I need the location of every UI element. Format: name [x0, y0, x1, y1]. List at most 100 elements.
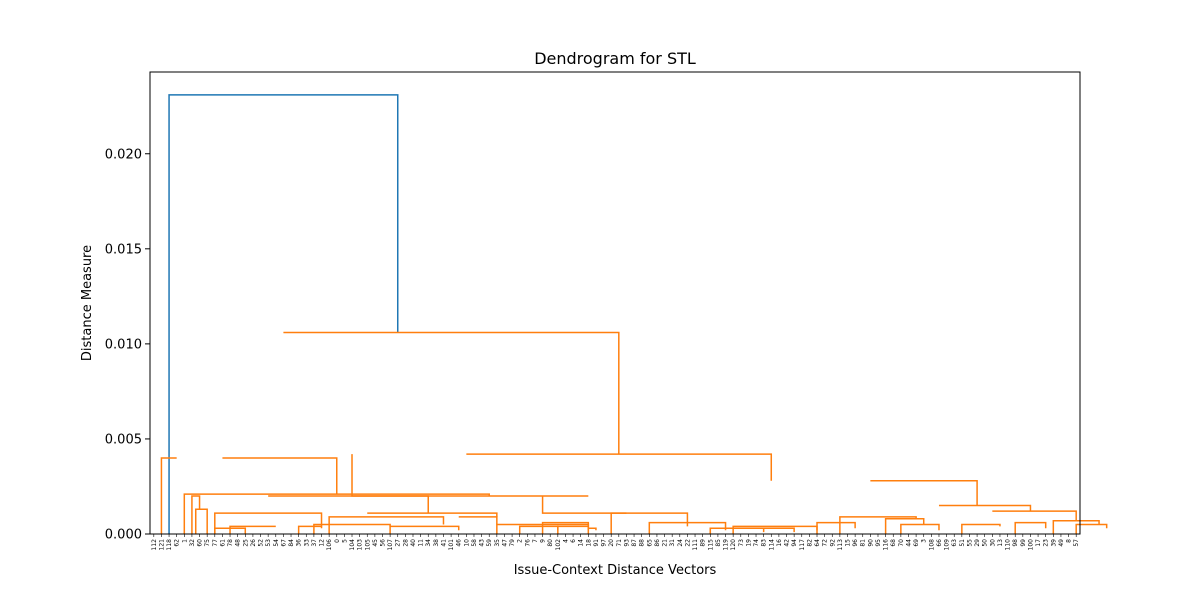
- leaf-label: 5: [341, 539, 348, 543]
- leaf-label: 116: [883, 539, 890, 551]
- leaf-label: 70: [898, 539, 905, 547]
- leaf-label: 76: [524, 539, 531, 547]
- leaf-label: 80: [547, 539, 554, 547]
- y-tick-label: 0.020: [105, 147, 142, 162]
- leaf-label: 0: [334, 539, 341, 543]
- leaf-label: 33: [303, 539, 310, 547]
- leaf-label: 91: [593, 539, 600, 547]
- dendrogram-link: [1052, 519, 1100, 534]
- dendrogram-link: [367, 512, 498, 517]
- dendrogram-link: [1014, 521, 1047, 534]
- dendrogram-link: [183, 493, 490, 534]
- dendrogram-link: [816, 521, 856, 534]
- leaf-label: 2: [517, 539, 524, 543]
- dendrogram-link: [214, 512, 323, 534]
- leaf-label: 83: [761, 539, 768, 547]
- dendrogram-link: [168, 94, 399, 534]
- leaf-label: 90: [867, 539, 874, 547]
- leaf-label: 88: [639, 539, 646, 547]
- leaf-label: 114: [768, 539, 775, 551]
- dendrogram-link: [191, 495, 201, 534]
- leaf-label: 45: [372, 539, 379, 547]
- leaf-label: 52: [258, 539, 265, 547]
- leaf-label: 49: [1058, 539, 1065, 547]
- dendrogram-link: [557, 525, 590, 534]
- dendrogram-link: [194, 508, 208, 534]
- leaf-label: 117: [799, 539, 806, 551]
- leaf-label: 66: [936, 539, 943, 547]
- leaf-label: 101: [448, 539, 455, 551]
- leaf-label: 8: [1066, 539, 1073, 543]
- leaf-label: 60: [197, 539, 204, 547]
- leaf-label: 7: [532, 539, 539, 543]
- leaf-label: 72: [822, 539, 829, 547]
- leaf-label: 32: [189, 539, 196, 547]
- leaf-label: 48: [235, 539, 242, 547]
- leaf-label: 65: [646, 539, 653, 547]
- leaf-label: 51: [959, 539, 966, 547]
- dendrogram-link: [648, 521, 727, 534]
- leaf-label: 24: [677, 539, 684, 547]
- dendrogram-link: [297, 525, 323, 534]
- leaf-label: 73: [738, 539, 745, 547]
- dendrogram-link: [1075, 523, 1108, 534]
- plot-area: [160, 94, 1108, 534]
- leaf-label: 67: [280, 539, 287, 547]
- leaf-label: 77: [212, 539, 219, 547]
- leaf-label: 29: [974, 539, 981, 547]
- leaf-label: 44: [905, 539, 912, 547]
- leaf-label: 18: [585, 539, 592, 547]
- leaf-label: 94: [791, 539, 798, 547]
- leaf-label: 28: [402, 539, 409, 547]
- leaf-label: 115: [707, 539, 714, 551]
- leaf-label: 19: [745, 539, 752, 547]
- dendrogram-link: [229, 525, 276, 534]
- leaf-label: 84: [288, 539, 295, 547]
- leaf-label: 68: [890, 539, 897, 547]
- dendrogram-link: [313, 523, 391, 534]
- leaf-label: 27: [395, 539, 402, 547]
- dendrogram-link: [268, 495, 429, 514]
- leaf-label: 21: [662, 539, 669, 547]
- leaf-label: 40: [410, 539, 417, 547]
- dendrogram-link: [839, 516, 917, 534]
- leaf-label: 69: [913, 539, 920, 547]
- dendrogram-link: [961, 523, 1001, 534]
- leaf-label: 92: [829, 539, 836, 547]
- leaf-label: 87: [631, 539, 638, 547]
- leaf-label: 111: [692, 539, 699, 551]
- dendrogram-link: [884, 518, 925, 534]
- dendrogram-link: [870, 480, 978, 506]
- y-axis-label: Distance Measure: [80, 245, 95, 361]
- leaf-label: 13: [997, 539, 1004, 547]
- leaf-label: 6: [570, 539, 577, 543]
- leaf-label: 14: [578, 539, 585, 547]
- leaf-label: 107: [387, 539, 394, 551]
- leaf-label: 99: [1020, 539, 1027, 547]
- leaf-label: 103: [357, 539, 364, 551]
- leaf-label: 36: [296, 539, 303, 547]
- chart-title: Dendrogram for STL: [534, 49, 696, 68]
- leaf-label: 78: [227, 539, 234, 547]
- dendrogram-link: [466, 453, 773, 481]
- dendrogram-link: [992, 510, 1077, 521]
- leaf-label: 54: [273, 539, 280, 547]
- leaf-label: 105: [364, 539, 371, 551]
- y-tick-label: 0.010: [105, 337, 142, 352]
- leaf-label: 120: [730, 539, 737, 551]
- dendrogram-link: [351, 454, 589, 497]
- leaf-label: 56: [380, 539, 387, 547]
- leaf-label: 46: [456, 539, 463, 547]
- y-tick-label: 0.005: [105, 432, 142, 447]
- leaf-label: 98: [1012, 539, 1019, 547]
- leaf-label: 22: [684, 539, 691, 547]
- leaf-label: 34: [425, 539, 432, 547]
- leaf-label: 4: [562, 539, 569, 543]
- leaf-label: 53: [265, 539, 272, 547]
- leaf-label: 102: [555, 539, 562, 551]
- dendrogram-link: [283, 331, 620, 455]
- leaf-label: 95: [875, 539, 882, 547]
- leaf-label: 20: [608, 539, 615, 547]
- leaf-label: 97: [601, 539, 608, 547]
